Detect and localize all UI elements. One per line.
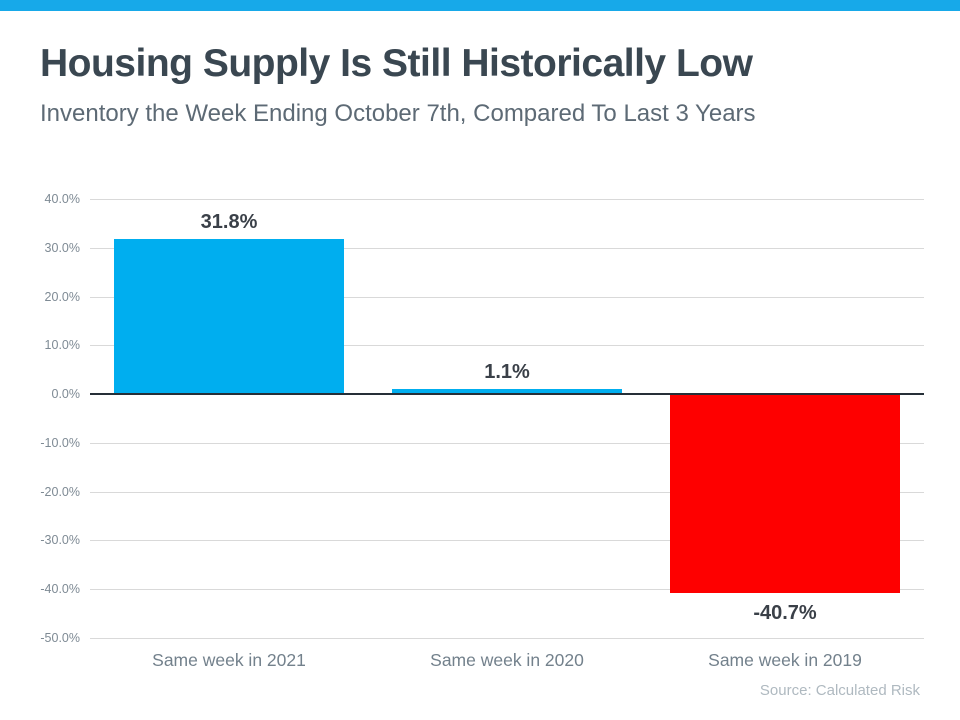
x-category-label: Same week in 2020 [430, 650, 584, 670]
gridline [90, 296, 924, 298]
gridline [90, 199, 924, 200]
gridline [90, 638, 924, 639]
y-tick-label: 0.0% [51, 387, 81, 402]
y-tick-label: -40.0% [40, 582, 80, 597]
gridline [90, 442, 924, 444]
gridline [90, 540, 924, 542]
source-credit: Source: Calculated Risk [759, 682, 920, 699]
y-axis: 40.0% 30.0% 20.0% 10.0% 0.0% -10.0% -20.0% -30.… [0, 192, 81, 645]
gridline [90, 491, 924, 493]
bar-value-label: -40.7% [753, 601, 817, 624]
gridline [90, 247, 924, 249]
bar-value-label: 1.1% [484, 360, 530, 383]
y-tick-label: -50.0% [40, 631, 80, 645]
x-axis: Same week in 2021 Same week in 2020 Same w… [90, 650, 924, 674]
y-tick-label: 30.0% [44, 240, 80, 255]
y-tick-label: 20.0% [44, 289, 80, 304]
x-category-label: Same week in 2019 [708, 650, 862, 670]
y-tick-label: 10.0% [44, 338, 80, 353]
y-tick-label: 40.0% [44, 192, 80, 206]
page-title: Housing Supply Is Still Historically Low [40, 42, 753, 85]
bar-3 [670, 394, 900, 593]
bar-value-label: 31.8% [200, 210, 258, 233]
zero-axis-line [90, 393, 924, 396]
x-category-label: Same week in 2021 [152, 650, 306, 670]
bar-2 [392, 388, 622, 395]
bar-1 [114, 238, 344, 395]
gridline [90, 589, 924, 591]
plot-area: 31.8% 1.1% -40.7% [90, 199, 924, 639]
gridline [90, 345, 924, 347]
top-accent-bar [0, 0, 960, 11]
page-subtitle: Inventory the Week Ending October 7th, C… [40, 100, 756, 127]
y-tick-label: -30.0% [40, 533, 80, 548]
y-tick-label: -10.0% [40, 435, 80, 450]
y-tick-label: -20.0% [40, 484, 80, 499]
